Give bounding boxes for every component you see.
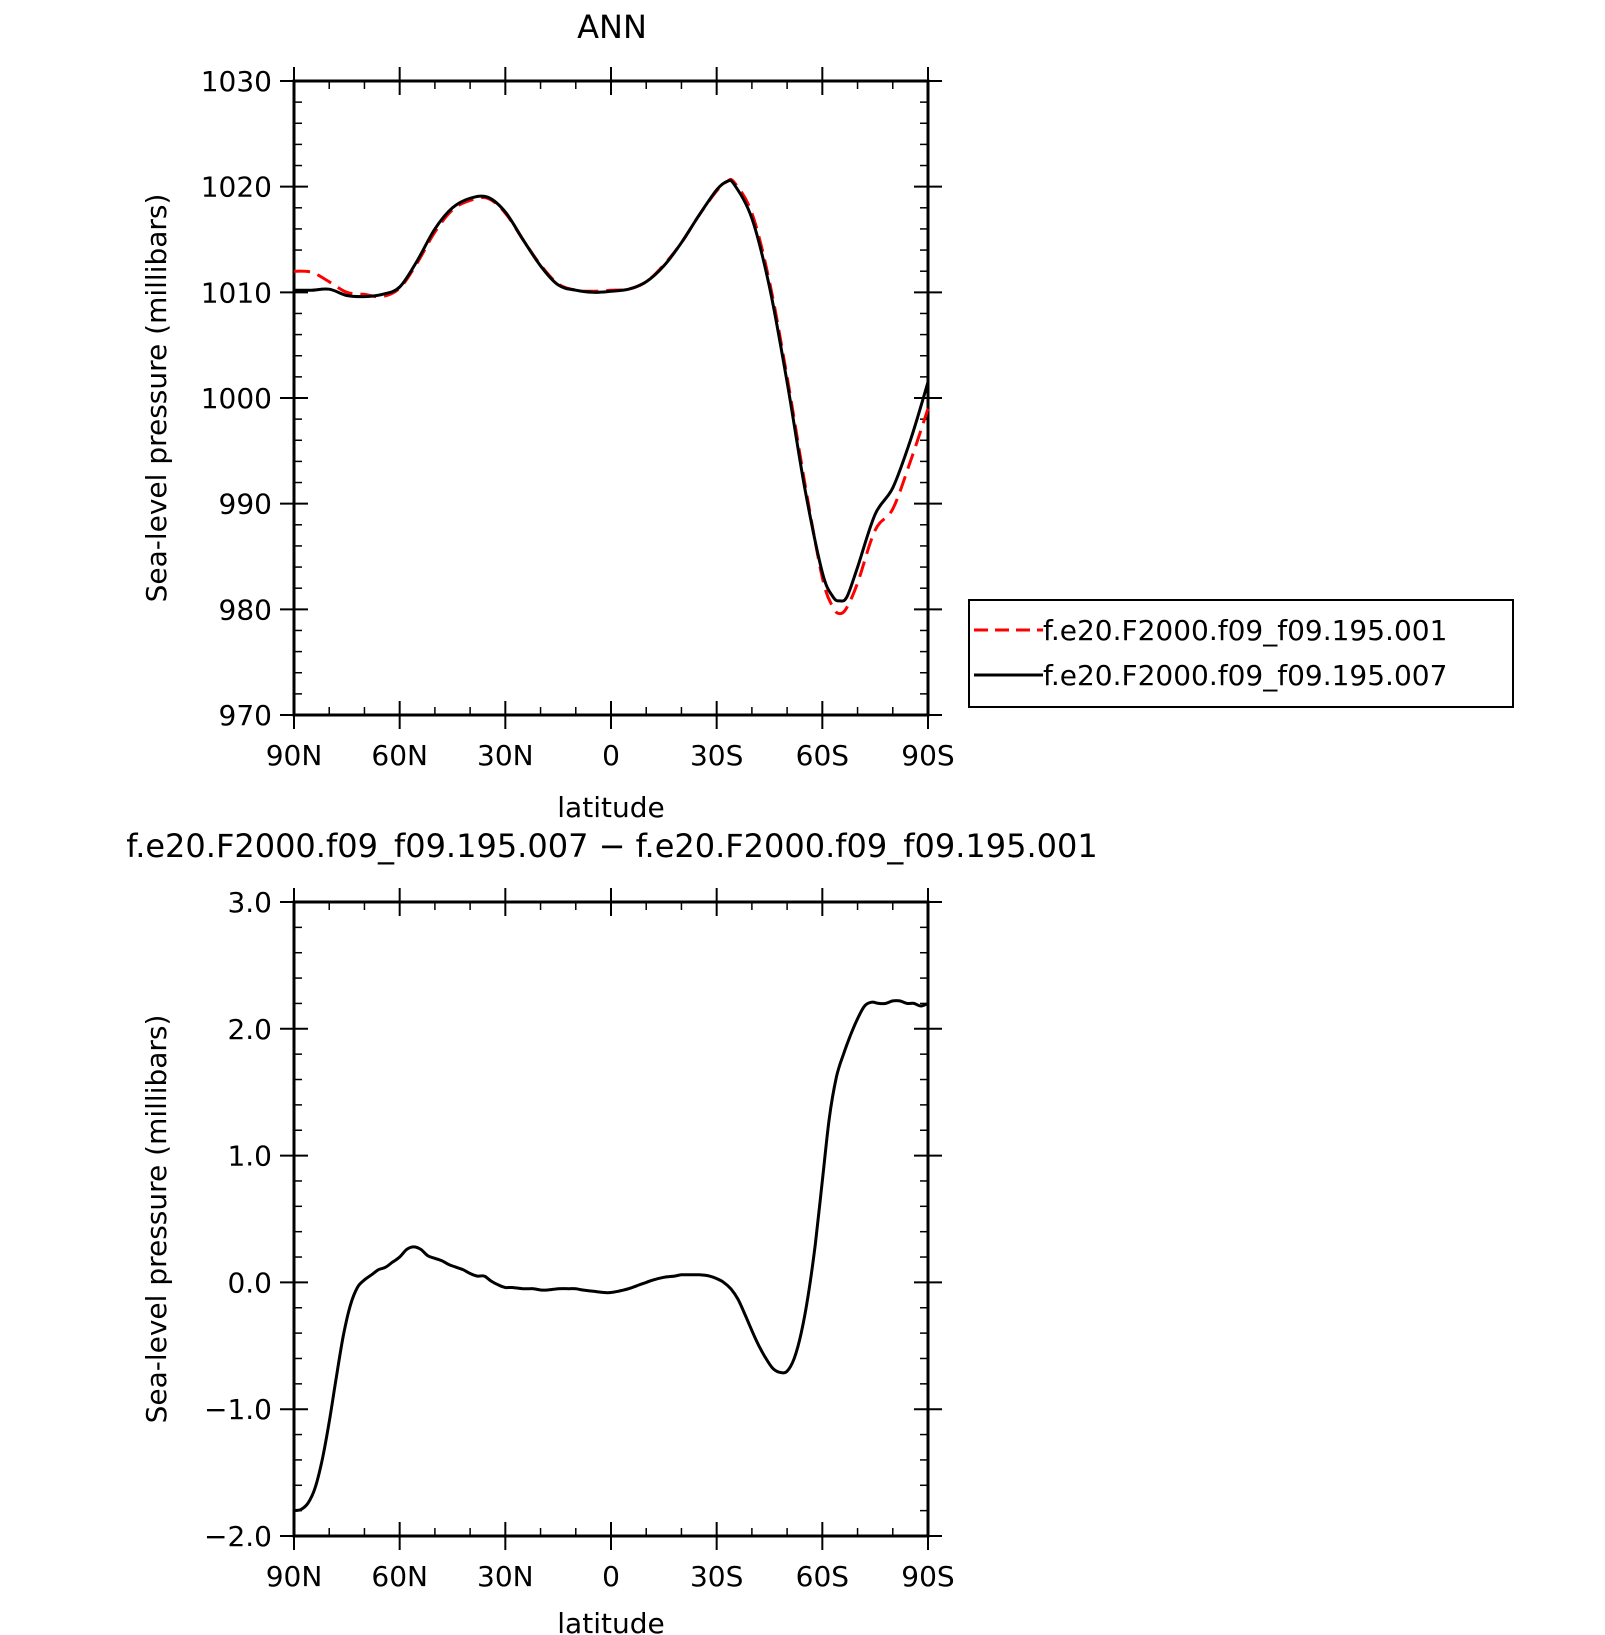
- bottom-x-tick-labels: 90N 60N 30N 0 30S 60S 90S: [266, 1560, 955, 1593]
- y-tick-label: 1.0: [227, 1140, 272, 1173]
- x-tick-label: 60N: [371, 739, 428, 772]
- top-x-tick-labels: 90N 60N 30N 0 30S 60S 90S: [266, 739, 955, 772]
- bottom-plot-title: f.e20.F2000.f09_f09.195.007 − f.e20.F200…: [126, 827, 1098, 865]
- top-y-axis-title: Sea-level pressure (millibars): [140, 194, 173, 603]
- top-series-line-2: [293, 178, 930, 603]
- bottom-plot-frame: [292, 900, 930, 1538]
- top-series-line-1: [293, 177, 930, 616]
- x-tick-label: 30N: [477, 1560, 534, 1593]
- top-panel: ANN 970 980 990 1000 1010 1020 1030 90N 60N 30N 0…: [140, 8, 1514, 824]
- bottom-axis-ticks: [280, 888, 942, 1550]
- x-tick-label: 60S: [796, 1560, 849, 1593]
- y-tick-label: −2.0: [204, 1520, 272, 1553]
- top-y-tick-labels: 970 980 990 1000 1010 1020 1030: [201, 65, 272, 732]
- top-x-axis-title: latitude: [557, 791, 664, 824]
- bottom-panel: f.e20.F2000.f09_f09.195.007 − f.e20.F200…: [126, 827, 1098, 1635]
- x-tick-label: 90N: [266, 739, 323, 772]
- legend: f.e20.F2000.f09_f09.195.001 f.e20.F2000.…: [968, 599, 1514, 708]
- x-tick-label: 60N: [371, 1560, 428, 1593]
- x-tick-label: 30S: [690, 739, 743, 772]
- top-plot-title: ANN: [577, 8, 647, 46]
- bottom-y-axis-title: Sea-level pressure (millibars): [140, 1015, 173, 1424]
- y-tick-label: 980: [219, 593, 272, 626]
- x-tick-label: 90S: [901, 739, 954, 772]
- y-tick-label: 990: [219, 488, 272, 521]
- x-tick-label: 90N: [266, 1560, 323, 1593]
- x-tick-label: 30S: [690, 1560, 743, 1593]
- top-series-lines: [293, 177, 930, 616]
- y-tick-label: 1020: [201, 171, 272, 204]
- y-tick-label: −1.0: [204, 1393, 272, 1426]
- top-axis-ticks: [280, 67, 942, 729]
- y-tick-label: 1030: [201, 65, 272, 98]
- y-tick-label: 2.0: [227, 1013, 272, 1046]
- y-tick-label: 1000: [201, 382, 272, 415]
- bottom-x-axis-title: latitude: [557, 1607, 664, 1635]
- y-tick-label: 970: [219, 699, 272, 732]
- y-tick-label: 1010: [201, 276, 272, 309]
- bottom-y-tick-labels: −2.0 −1.0 0.0 1.0 2.0 3.0: [204, 886, 272, 1553]
- x-tick-label: 0: [602, 739, 620, 772]
- y-tick-label: 0.0: [227, 1266, 272, 1299]
- legend-label-series-2: f.e20.F2000.f09_f09.195.007: [1043, 659, 1447, 692]
- x-tick-label: 90S: [901, 1560, 954, 1593]
- x-tick-label: 30N: [477, 739, 534, 772]
- y-tick-label: 3.0: [227, 886, 272, 919]
- legend-label-series-1: f.e20.F2000.f09_f09.195.001: [1043, 614, 1447, 647]
- x-tick-label: 0: [602, 1560, 620, 1593]
- legend-box: [968, 599, 1514, 708]
- bottom-series-line-1: [293, 999, 929, 1513]
- x-tick-label: 60S: [796, 739, 849, 772]
- top-plot-frame: [292, 79, 930, 717]
- bottom-series-lines: [293, 999, 929, 1513]
